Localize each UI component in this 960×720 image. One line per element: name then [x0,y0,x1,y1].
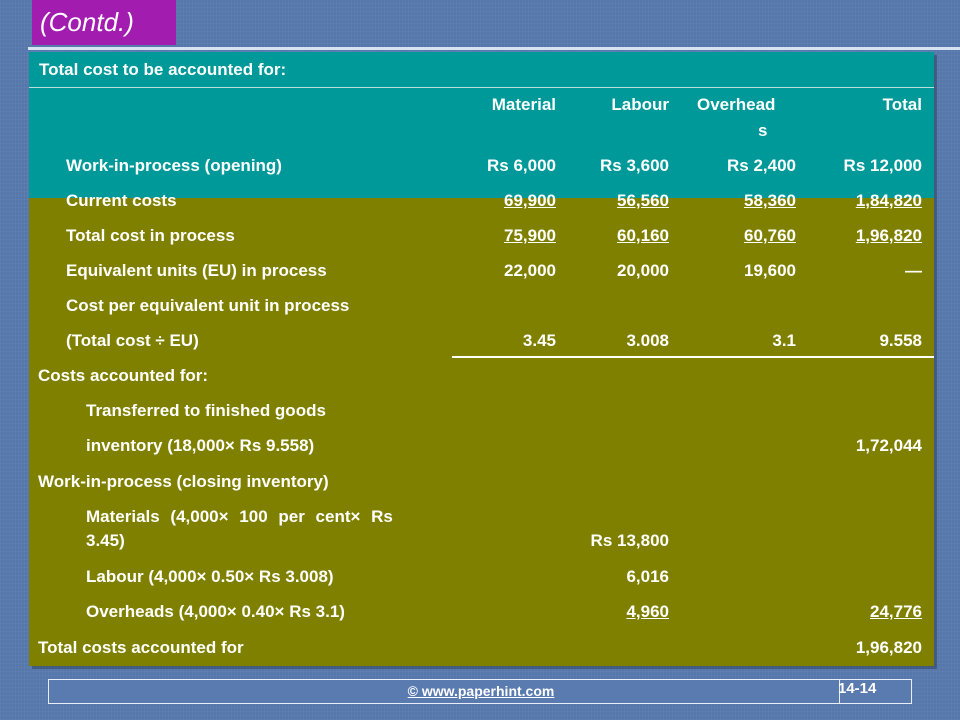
col-header-total: Total [882,95,922,114]
wip-closing-total: 24,776 [870,602,922,621]
cell-total: Rs 12,000 [843,156,922,175]
table-header-label: Total cost to be accounted for: [39,60,287,79]
row-label: Work-in-process (opening) [66,156,282,175]
page-number: 14-14 [838,680,877,697]
column-header-band [29,88,934,198]
cell-material: Rs 6,000 [487,156,556,175]
final-total: 1,96,820 [855,638,922,657]
overheads-closing-label: Overheads (4,000× 0.40× Rs 3.1) [86,602,345,621]
materials-label-line2: 3.45) [86,531,125,550]
row-label: (Total cost ÷ EU) [66,331,199,350]
table-header-band [29,52,934,87]
transferred-label-line1: Transferred to finished goods [86,401,326,420]
cell-labour: 3.008 [626,331,669,350]
cell-overheads: 58,360 [744,191,796,210]
row-label: Current costs [66,191,177,210]
footer-separator [839,680,840,703]
cell-material: 69,900 [504,191,556,210]
cell-material: 75,900 [504,226,556,245]
materials-value: Rs 13,800 [590,531,669,550]
row-label: Cost per equivalent unit in process [66,296,350,315]
cell-overheads: Rs 2,400 [727,156,796,175]
transferred-total: 1,72,044 [855,436,922,455]
accounted-heading: Costs accounted for: [38,366,209,385]
section-divider [452,356,934,358]
cost-table: Total cost to be accounted for: Material… [29,52,934,666]
cell-material: 3.45 [522,331,556,350]
col-header-material: Material [491,95,556,114]
col-header-overheads-wrap: s [758,121,768,140]
cell-overheads: 19,600 [744,261,796,280]
cell-labour: Rs 3,600 [600,156,669,175]
cell-total: — [905,261,922,280]
materials-label-line1: Materials (4,000× 100 per cent× Rs [86,507,442,527]
cell-total: 1,96,820 [855,226,922,245]
row-label: Total cost in process [66,226,235,245]
cell-labour: 20,000 [617,261,669,280]
cell-total: 1,84,820 [855,191,922,210]
row-label: Equivalent units (EU) in process [66,261,327,280]
final-label: Total costs accounted for [38,638,244,657]
labour-closing-value: 6,016 [626,567,669,586]
title-underline [28,47,960,50]
col-header-overheads: Overhead [697,95,776,114]
slide-title: (Contd.) [32,0,176,45]
cell-overheads: 3.1 [772,331,796,350]
overheads-closing-value: 4,960 [626,602,669,621]
materials-line1-text: Materials (4,000× 100 per cent× Rs [86,507,393,526]
transferred-label-line2: inventory (18,000× Rs 9.558) [86,436,315,455]
labour-closing-label: Labour (4,000× 0.50× Rs 3.008) [86,567,334,586]
footer-link[interactable]: © www.paperhint.com [407,683,555,699]
header-separator [29,87,934,88]
col-header-labour: Labour [611,95,669,114]
footer-bar: © www.paperhint.com [48,679,912,704]
cell-overheads: 60,760 [744,226,796,245]
cell-labour: 56,560 [617,191,669,210]
cell-total: 9.558 [879,331,922,350]
wip-closing-heading: Work-in-process (closing inventory) [38,472,329,491]
cell-labour: 60,160 [617,226,669,245]
cell-material: 22,000 [504,261,556,280]
